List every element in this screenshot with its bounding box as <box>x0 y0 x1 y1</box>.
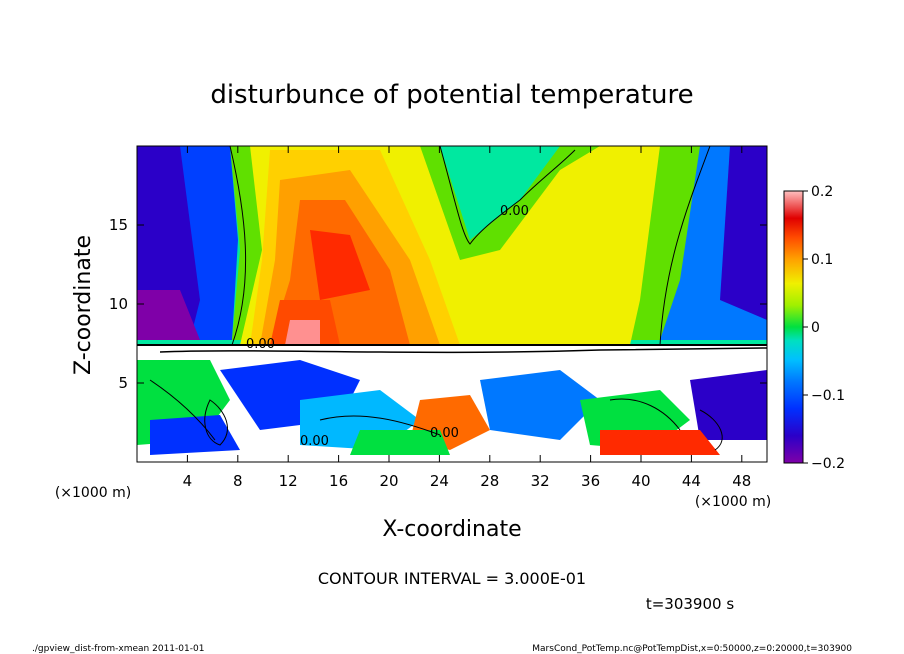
y-tick-label: 5 <box>118 374 128 392</box>
contour-label: 0.00 <box>300 434 329 449</box>
colorbar-ramp <box>783 190 804 464</box>
x-tick-label: 32 <box>531 472 550 490</box>
footer-left: ./gpview_dist-from-xmean 2011-01-01 <box>32 644 204 654</box>
contour-label: 0.00 <box>246 337 275 352</box>
x-tick-label: 12 <box>279 472 298 490</box>
colorbar-tick-label: 0.2 <box>811 184 833 200</box>
x-tick-label: 20 <box>379 472 398 490</box>
time-label: t=303900 s <box>646 595 734 613</box>
x-tick-label: 24 <box>430 472 449 490</box>
heatmap-field <box>137 146 767 462</box>
x-tick-label: 4 <box>183 472 193 490</box>
x-tick-label: 48 <box>732 472 751 490</box>
x-tick-label: 8 <box>233 472 243 490</box>
colorbar-tick-label: −0.1 <box>811 388 845 404</box>
chart-title: disturbunce of potential temperature <box>210 80 693 110</box>
y-axis-unit: (×1000 m) <box>55 485 131 501</box>
x-tick-label: 28 <box>480 472 499 490</box>
contour-interval: CONTOUR INTERVAL = 3.000E-01 <box>318 569 586 588</box>
colorbar: 0.2 0.1 0 −0.1 −0.2 <box>783 184 845 472</box>
x-axis-unit: (×1000 m) <box>695 494 771 510</box>
footer-right: MarsCond_PotTemp.nc@PotTempDist,x=0:5000… <box>532 644 852 654</box>
y-axis-label: Z-coordinate <box>71 235 96 375</box>
x-axis-label: X-coordinate <box>382 517 521 542</box>
colorbar-tick-label: 0.1 <box>811 252 833 268</box>
y-tick-label: 10 <box>109 295 128 313</box>
y-axis: 5 10 15 <box>109 216 767 392</box>
contour-label: 0.00 <box>500 204 529 219</box>
colorbar-tick-label: 0 <box>811 320 820 336</box>
contour-label: 0.00 <box>430 426 459 441</box>
x-tick-label: 40 <box>631 472 650 490</box>
x-tick-label: 36 <box>581 472 600 490</box>
colorbar-ticks: 0.2 0.1 0 −0.1 −0.2 <box>803 184 845 472</box>
x-axis: 4 8 12 16 20 24 28 32 36 40 44 48 <box>183 146 751 490</box>
colorbar-tick-label: −0.2 <box>811 456 845 472</box>
x-tick-label: 16 <box>329 472 348 490</box>
contour-lines <box>137 146 767 451</box>
y-tick-label: 15 <box>109 216 128 234</box>
contour-labels: 0.00 0.00 0.00 0.00 <box>246 204 529 449</box>
x-tick-label: 44 <box>682 472 701 490</box>
